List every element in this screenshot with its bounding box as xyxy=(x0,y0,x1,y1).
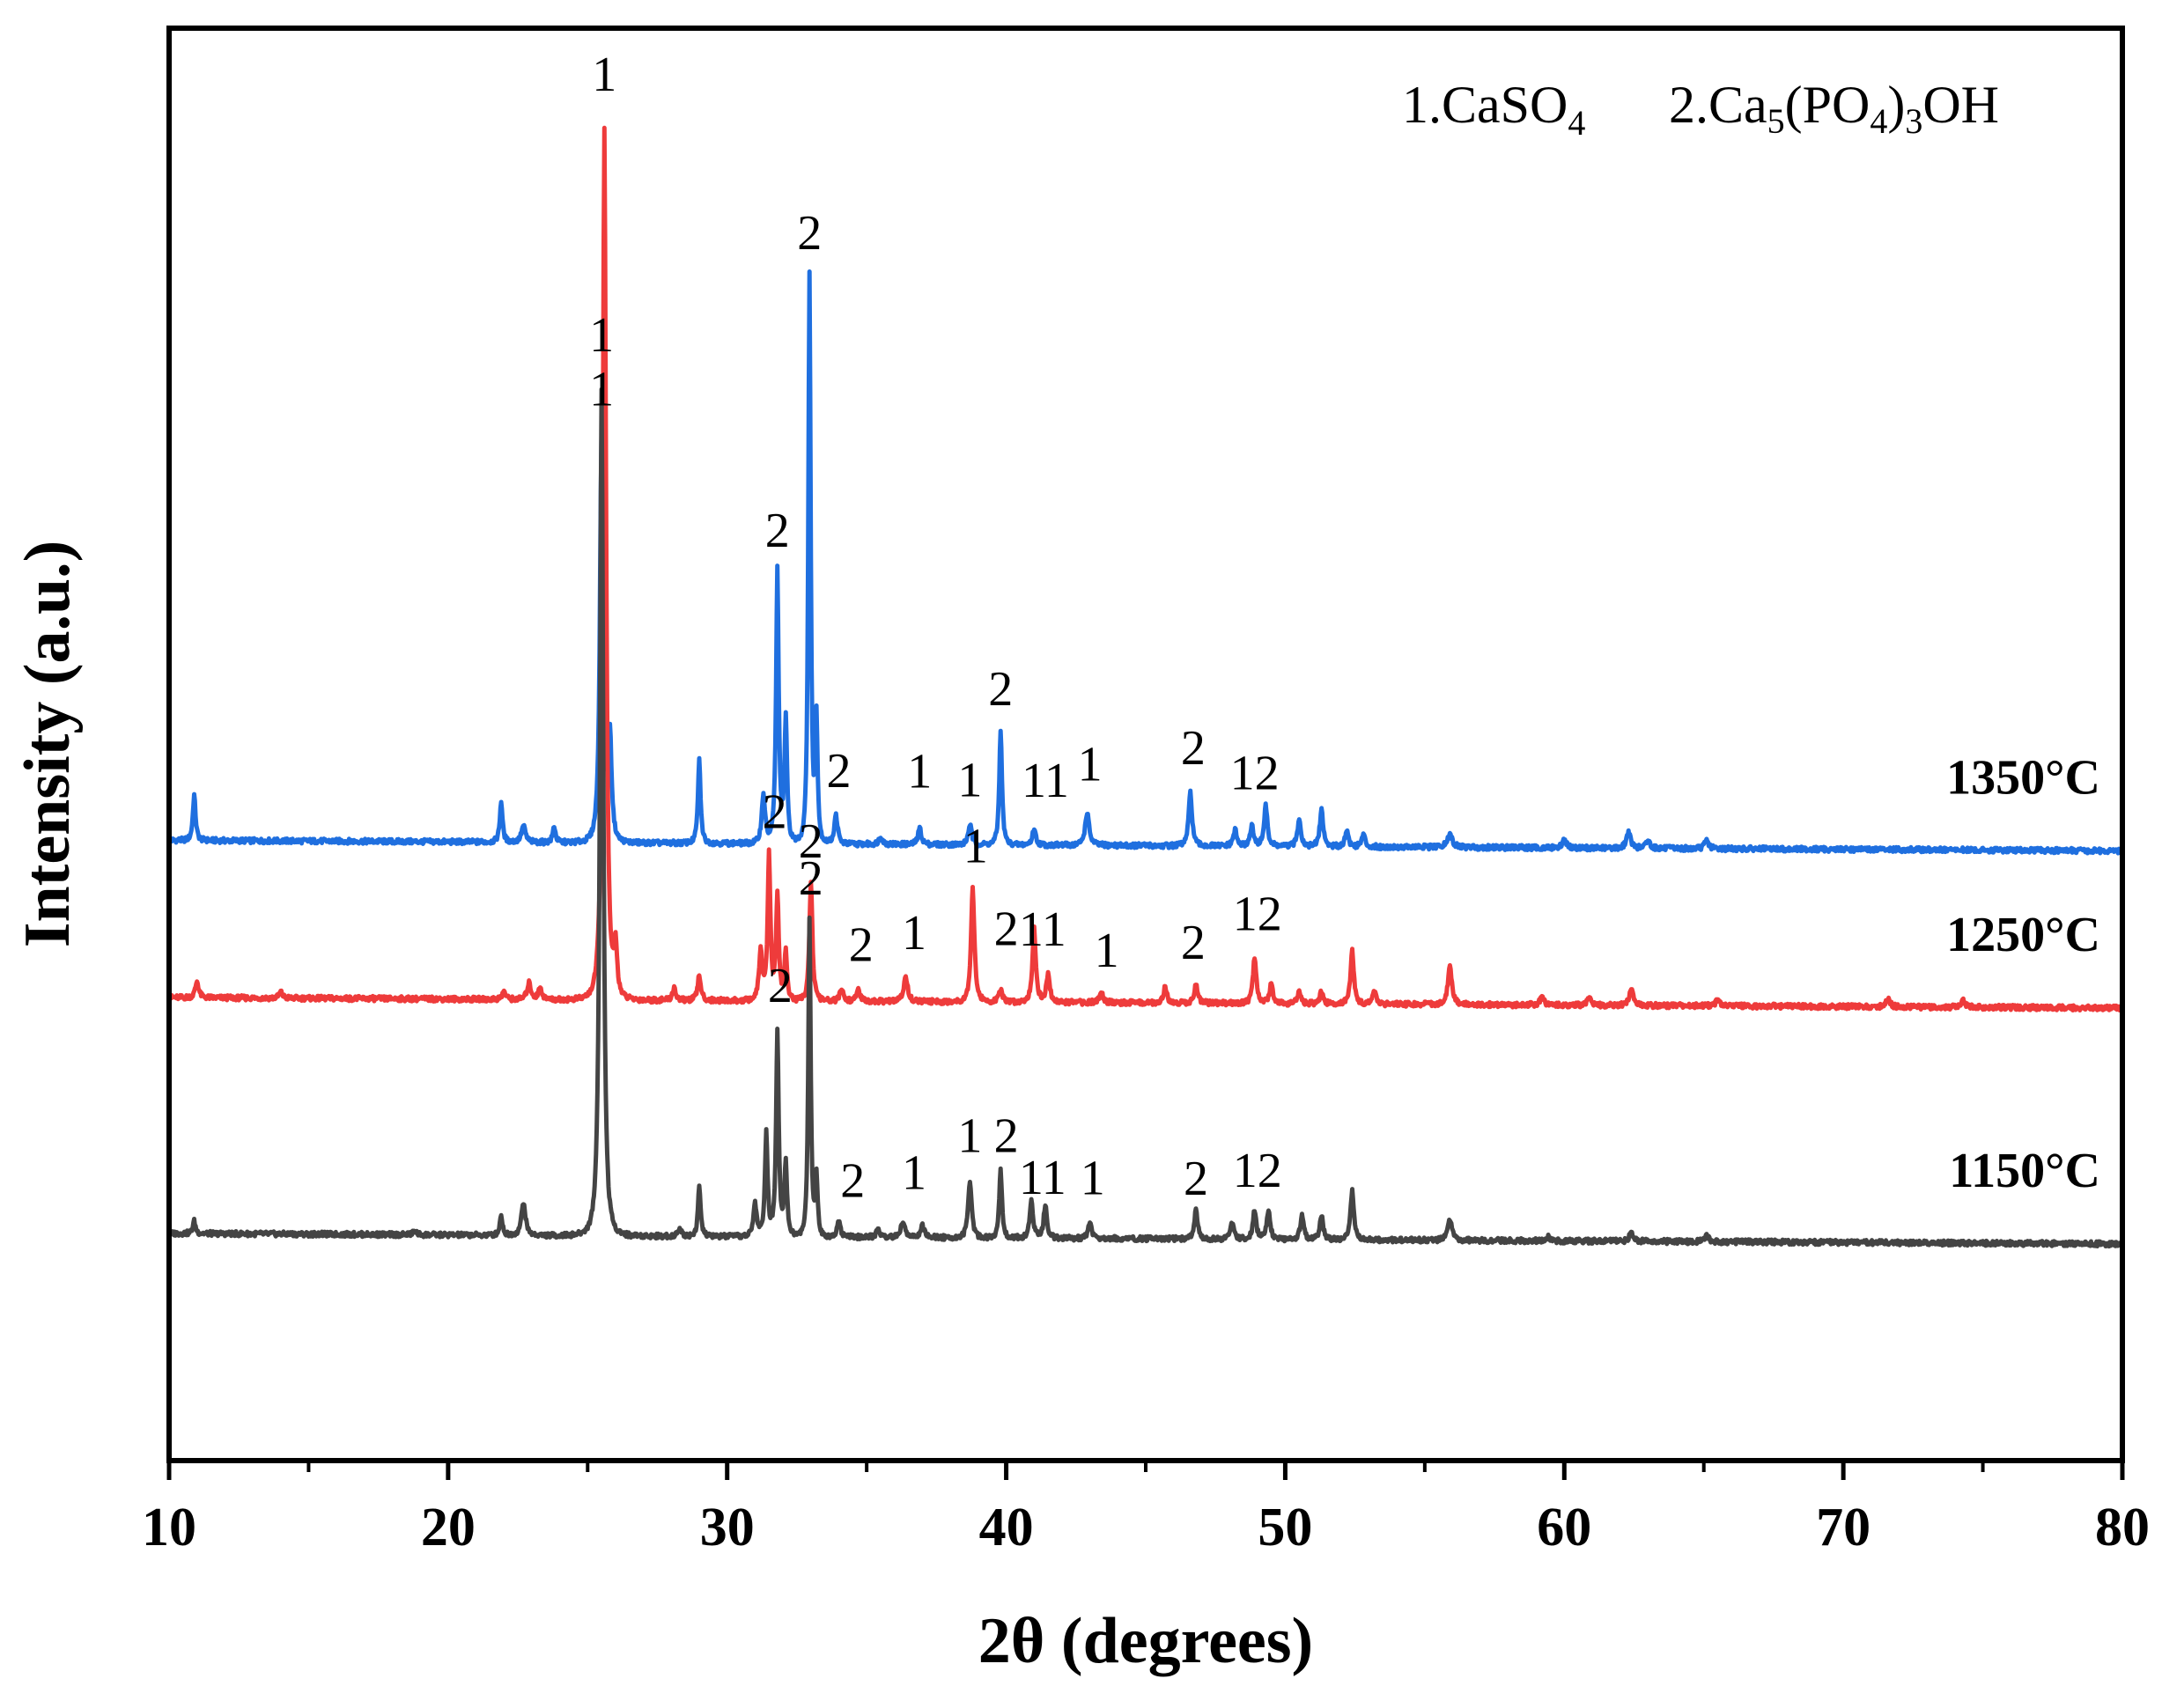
peak-label: 2 xyxy=(1181,721,1206,776)
peak-label: 2 xyxy=(988,662,1013,717)
peak-label: 2 xyxy=(1184,1152,1208,1206)
series-label-1350c: 1350°C xyxy=(1946,750,2100,805)
x-tick-label: 60 xyxy=(1537,1498,1591,1557)
peak-label: 11 xyxy=(1019,902,1066,957)
series-label-1150c: 1150°C xyxy=(1949,1144,2100,1198)
peak-label: 1 xyxy=(1081,1151,1105,1205)
x-tick-label: 20 xyxy=(421,1498,476,1557)
peak-label: 2 xyxy=(799,851,823,906)
series-label-1250c: 1250°C xyxy=(1946,908,2100,962)
x-axis-ticks: 10 20 30 40 50 60 70 80 xyxy=(142,1461,2150,1557)
x-tick-label: 70 xyxy=(1816,1498,1871,1557)
peak-label: 1 xyxy=(907,745,932,799)
peak-label: 11 xyxy=(1022,754,1069,808)
peak-label: 12 xyxy=(1233,1144,1282,1198)
legend-entry-hydroxyapatite: 2.Ca5(PO4)3OH xyxy=(1669,76,1999,141)
x-tick-label: 80 xyxy=(2095,1498,2150,1557)
legend: 1.CaSO4 2.Ca5(PO4)3OH xyxy=(1402,76,1999,143)
peak-label: 1 xyxy=(902,906,926,961)
x-tick-label: 50 xyxy=(1258,1498,1312,1557)
peak-label: 1 xyxy=(957,753,982,807)
peak-label: 12 xyxy=(1230,747,1280,801)
peak-label: 2 xyxy=(827,744,852,799)
peak-label: 1 xyxy=(1095,924,1119,978)
peak-label: 2 xyxy=(765,504,790,558)
peak-label: 1 xyxy=(589,362,614,416)
peak-label: 1 xyxy=(963,820,988,874)
peak-label: 2 xyxy=(768,959,793,1013)
peak-label: 1 xyxy=(1078,737,1103,791)
peak-label: 1 xyxy=(957,1109,982,1164)
peak-label: 2 xyxy=(994,1109,1019,1164)
y-axis-title: Intensity (a.u.) xyxy=(11,541,84,948)
peak-label: 1 xyxy=(592,48,616,102)
series-labels: 1350°C 1250°C 1150°C xyxy=(1946,750,2100,1198)
peak-label: 2 xyxy=(797,206,822,261)
x-tick-label: 40 xyxy=(979,1498,1034,1557)
peak-label: 2 xyxy=(1181,916,1206,970)
x-tick-label: 30 xyxy=(700,1498,755,1557)
series-line-1350c xyxy=(166,269,2125,856)
peak-label: 11 xyxy=(1019,1151,1066,1205)
series-line-1150c xyxy=(167,387,2125,1249)
peak-label: 2 xyxy=(799,814,823,869)
peak-label: 2 xyxy=(849,918,874,973)
series-line-1250c xyxy=(167,125,2125,1012)
series-layer xyxy=(166,125,2125,1249)
peak-label: 1 xyxy=(902,1146,926,1201)
x-axis-title: 2θ (degrees) xyxy=(978,1605,1313,1677)
x-tick-label: 10 xyxy=(142,1498,196,1557)
peak-label: 1 xyxy=(589,308,614,363)
peak-label: 2 xyxy=(763,785,787,840)
peak-label: 12 xyxy=(1233,887,1282,942)
peak-label: 2 xyxy=(840,1154,865,1209)
legend-entry-caso4: 1.CaSO4 xyxy=(1402,76,1585,143)
peak-label: 2 xyxy=(994,902,1019,957)
